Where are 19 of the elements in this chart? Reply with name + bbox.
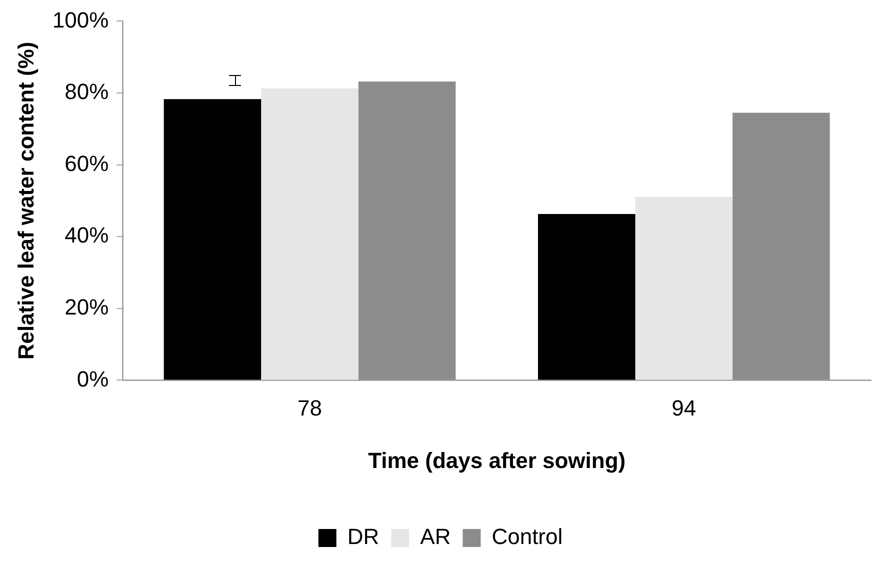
bar xyxy=(732,112,830,380)
bar xyxy=(538,214,636,380)
y-axis-title: Relative leaf water content (%) xyxy=(13,42,38,360)
y-tick-label: 0% xyxy=(76,366,109,392)
y-tick-label: 40% xyxy=(64,222,109,248)
bar xyxy=(358,82,456,380)
bar xyxy=(635,196,733,380)
x-tick-label: 94 xyxy=(672,395,696,420)
bar xyxy=(261,88,358,380)
x-tick-label: 78 xyxy=(298,395,322,420)
legend-label: DR xyxy=(347,524,380,550)
legend-label: AR xyxy=(420,524,451,550)
y-tick-label: 60% xyxy=(64,150,109,176)
x-axis-title: Time (days after sowing) xyxy=(368,448,626,473)
y-tick-label: 80% xyxy=(64,79,109,104)
y-tick-label: 20% xyxy=(64,294,109,320)
bar xyxy=(164,99,262,380)
legend-label: Control xyxy=(492,524,563,550)
y-tick-label: 100% xyxy=(52,7,109,32)
